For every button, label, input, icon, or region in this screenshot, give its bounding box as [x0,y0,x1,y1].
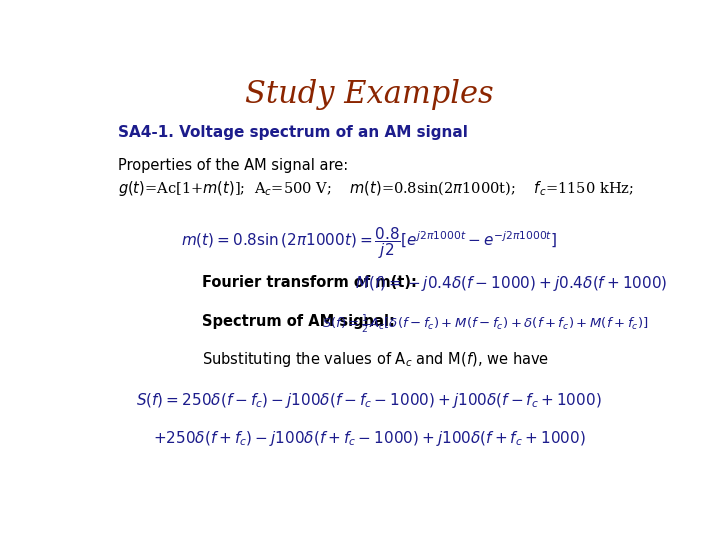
Text: $M(f) = -j0.4\delta(f-1000) + j0.4\delta(f+1000)$: $M(f) = -j0.4\delta(f-1000) + j0.4\delta… [355,274,667,293]
Text: $S(f) = \frac{1}{2}A_c[\delta(f-f_c)+M(f-f_c)+\delta(f+f_c)+M(f+f_c)]$: $S(f) = \frac{1}{2}A_c[\delta(f-f_c)+M(f… [322,313,648,335]
Text: $+250\delta(f+f_c) - j100\delta(f+f_c-1000) + j100\delta(f+f_c+1000)$: $+250\delta(f+f_c) - j100\delta(f+f_c-10… [153,429,585,448]
Text: Spectrum of AM signal:: Spectrum of AM signal: [202,314,395,329]
Text: Fourier transform of m(t):: Fourier transform of m(t): [202,275,416,290]
Text: Study Examples: Study Examples [245,79,493,110]
Text: $S(f) = 250\delta(f-f_c) - j100\delta(f-f_c-1000) + j100\delta(f-f_c+1000)$: $S(f) = 250\delta(f-f_c) - j100\delta(f-… [136,391,602,410]
Text: SA4-1. Voltage spectrum of an AM signal: SA4-1. Voltage spectrum of an AM signal [118,125,468,140]
Text: Substituting the values of A$_c$ and M($f$), we have: Substituting the values of A$_c$ and M($… [202,349,549,369]
Text: Properties of the AM signal are:: Properties of the AM signal are: [118,158,348,173]
Text: $m\left(t\right) = 0.8\sin\left(2\pi1000t\right) = \dfrac{0.8}{j2}\left[e^{j2\pi: $m\left(t\right) = 0.8\sin\left(2\pi1000… [181,225,557,261]
Text: $g(t)$=Ac[1+$m(t)$];  A$_c$=500 V;    $m(t)$=0.8sin(2$\pi$1000t);    $f_c$=1150 : $g(t)$=Ac[1+$m(t)$]; A$_c$=500 V; $m(t)$… [118,179,634,198]
